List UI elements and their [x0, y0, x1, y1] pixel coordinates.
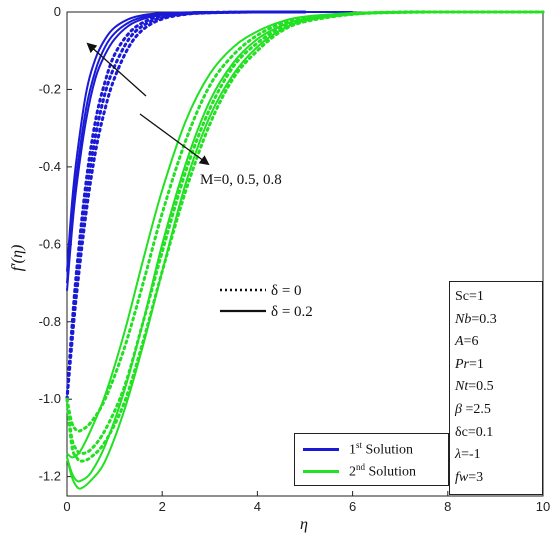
parameter-line: Sc=1 — [455, 286, 537, 309]
legend-label-second: 2nd Solution — [349, 462, 416, 480]
x-axis-label: η — [300, 516, 308, 533]
parameter-symbol: A — [455, 334, 464, 350]
x-tick-label: 8 — [444, 499, 451, 514]
parameter-symbol: Pr — [455, 356, 469, 372]
series-line-second-dotted-11 — [65, 10, 545, 463]
parameter-line: A=6 — [455, 331, 537, 354]
delta-solid-label: δ = 0.2 — [271, 304, 313, 320]
y-tick-label: -1.2 — [39, 469, 61, 484]
m-annotation: M=0, 0.5, 0.8 — [200, 172, 282, 188]
series-line-first-solid-0 — [66, 10, 353, 272]
parameter-value: =0.1 — [467, 424, 494, 440]
parameter-symbol: λ — [455, 447, 462, 463]
parameter-symbol: Sc — [455, 289, 469, 304]
legend-swatch-second — [303, 470, 339, 473]
y-tick-label: -0.2 — [39, 81, 61, 96]
series-line-first-dotted-5 — [65, 10, 307, 401]
parameter-line: Nt=0.5 — [455, 376, 537, 399]
series-line-first-dotted-3 — [65, 10, 307, 401]
parameter-value: =6 — [463, 334, 479, 350]
series-line-first-solid-2 — [66, 10, 353, 291]
parameter-line: λ=-1 — [455, 444, 537, 467]
parameter-symbol: Nt — [455, 379, 469, 395]
y-tick-label: -0.6 — [39, 236, 61, 251]
delta-zero-label: δ = 0 — [271, 283, 302, 299]
parameter-symbol: Nb — [455, 311, 472, 327]
y-tick-label: -1.0 — [39, 391, 61, 406]
x-tick-label: 10 — [536, 499, 550, 514]
parameter-value: =0.3 — [471, 311, 497, 327]
parameter-symbol: β — [455, 401, 462, 417]
parameter-box: Sc=1 Nb=0.3 A=6 Pr=1 Nt=0.5 β =2.5 δc=0.1 λ=-1 f… — [449, 281, 543, 495]
parameter-line: Pr=1 — [455, 354, 537, 377]
x-tick-label: 0 — [63, 499, 70, 514]
parameter-value: =3 — [468, 469, 484, 485]
y-axis-label: f′(η) — [9, 245, 26, 272]
parameter-value: =1 — [469, 289, 484, 304]
y-tick-label: 0 — [54, 4, 61, 19]
legend-label-first: 1st Solution — [349, 440, 413, 458]
m-arrow-upper — [86, 42, 147, 97]
series-line-first-solid-1 — [66, 10, 353, 284]
legend-swatch-first — [303, 448, 339, 451]
parameter-symbol: δc — [455, 424, 468, 440]
parameter-line: Nb=0.3 — [455, 309, 537, 332]
curve-group — [65, 10, 545, 490]
parameter-value: =1 — [469, 356, 484, 372]
series-line-first-dotted-4 — [65, 10, 307, 401]
parameter-symbol: fw — [455, 469, 469, 485]
legend-item-second-solution: 2nd Solution — [303, 461, 448, 481]
legend: 1st Solution 2nd Solution — [294, 433, 449, 486]
y-tick-label: -0.8 — [39, 314, 61, 329]
parameter-value: =0.5 — [468, 379, 494, 395]
parameter-value: =2.5 — [461, 401, 491, 417]
x-tick-label: 4 — [254, 499, 261, 514]
legend-item-first-solution: 1st Solution — [303, 439, 448, 459]
m-arrow-lower — [139, 113, 210, 166]
x-tick-label: 2 — [159, 499, 166, 514]
parameter-line: δc=0.1 — [455, 422, 537, 445]
y-tick-label: -0.4 — [39, 159, 61, 174]
parameter-line: β =2.5 — [455, 399, 537, 422]
x-tick-label: 6 — [349, 499, 356, 514]
parameter-line: fw=3 — [455, 467, 537, 490]
parameter-value: =-1 — [461, 447, 481, 463]
